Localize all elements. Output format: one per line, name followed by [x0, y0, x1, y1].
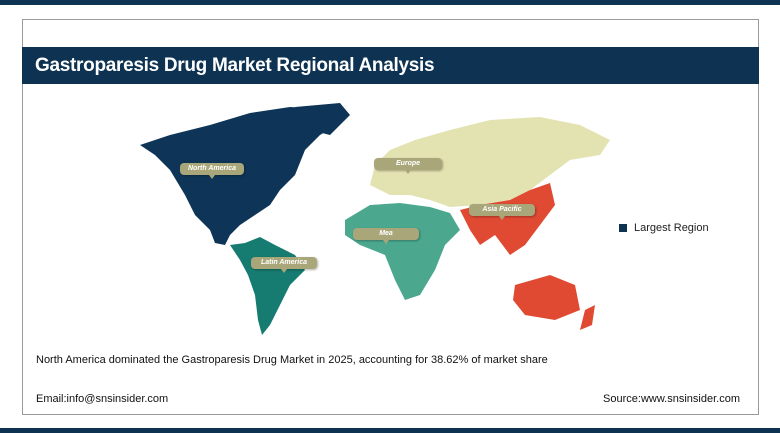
label-north-america: North America — [180, 163, 244, 179]
legend: Largest Region — [619, 222, 709, 234]
region-mea — [345, 203, 460, 300]
source-text: Source:www.snsinsider.com — [603, 393, 740, 405]
legend-label: Largest Region — [634, 222, 709, 234]
region-asia-pacific — [460, 183, 595, 330]
label-mea: Mea — [353, 228, 419, 244]
region-north-america — [140, 107, 345, 245]
label-europe: Europe — [374, 158, 442, 174]
region-greenland — [295, 103, 350, 135]
top-bar — [0, 0, 780, 5]
summary-text: North America dominated the Gastroparesi… — [36, 354, 548, 366]
page-title: Gastroparesis Drug Market Regional Analy… — [22, 47, 759, 84]
email-text: Email:info@snsinsider.com — [36, 393, 169, 405]
legend-swatch — [619, 224, 627, 232]
label-asia-pacific: Asia Pacific — [469, 204, 535, 220]
bottom-bar — [0, 428, 780, 433]
label-latin-america: Latin America — [251, 257, 317, 273]
region-europe — [370, 117, 610, 207]
world-map — [140, 103, 610, 335]
region-latin-america — [230, 237, 305, 335]
